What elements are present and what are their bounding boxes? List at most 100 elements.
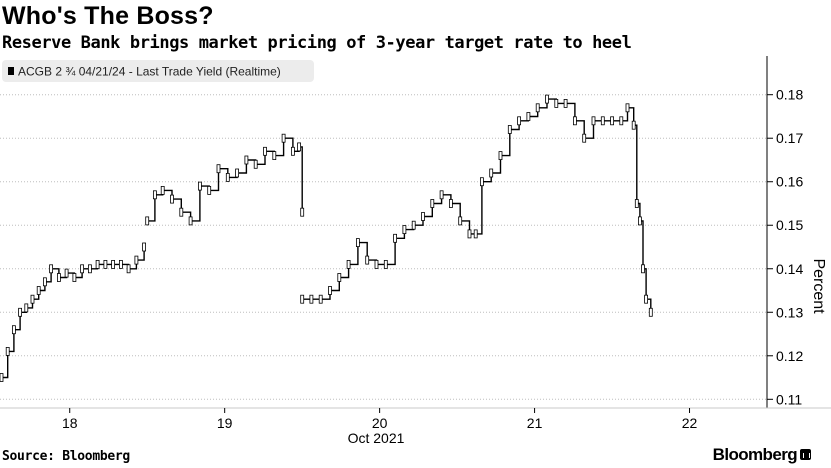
y-tick-label: 0.12 bbox=[776, 348, 803, 364]
data-point bbox=[216, 164, 221, 174]
data-point bbox=[80, 264, 84, 274]
data-point bbox=[235, 168, 240, 178]
data-point bbox=[49, 264, 53, 274]
data-point bbox=[610, 116, 614, 126]
data-point bbox=[30, 294, 35, 304]
y-tick-label: 0.16 bbox=[776, 174, 803, 190]
data-point bbox=[619, 116, 624, 126]
data-point bbox=[95, 259, 100, 269]
data-point bbox=[188, 216, 193, 226]
legend-label: ACGB 2 ¾ 04/21/24 - Last Trade Yield (Re… bbox=[18, 65, 281, 79]
data-point bbox=[526, 112, 531, 121]
data-point bbox=[489, 168, 494, 178]
data-point bbox=[290, 146, 295, 156]
data-point bbox=[253, 159, 258, 169]
series-line bbox=[302, 98, 652, 313]
source-note: Source: Bloomberg bbox=[2, 449, 130, 464]
y-tick-label: 0.14 bbox=[776, 261, 803, 277]
data-point bbox=[638, 216, 642, 226]
x-tick-label: 22 bbox=[682, 415, 698, 431]
data-point bbox=[142, 242, 147, 252]
y-tick-label: 0.17 bbox=[776, 130, 803, 146]
y-axis: 0.11 0.12 0.13 0.14 0.15 0.16 0.17 0.18 bbox=[766, 56, 803, 408]
data-point bbox=[11, 325, 16, 335]
data-point bbox=[600, 116, 605, 126]
x-tick-label: 19 bbox=[217, 415, 233, 431]
data-point bbox=[281, 133, 286, 143]
data-point bbox=[179, 207, 184, 217]
y-tick-label: 0.18 bbox=[776, 87, 803, 103]
data-point bbox=[582, 133, 587, 143]
data-point bbox=[152, 190, 157, 200]
data-point bbox=[545, 94, 549, 104]
data-point bbox=[374, 259, 379, 269]
data-point bbox=[207, 185, 212, 195]
data-point bbox=[24, 303, 29, 313]
x-axis: 18 19 20 21 22 bbox=[0, 407, 831, 431]
data-point bbox=[300, 294, 305, 304]
data-point bbox=[134, 255, 139, 265]
data-point bbox=[365, 255, 370, 265]
data-point bbox=[300, 207, 305, 217]
gridlines bbox=[0, 94, 767, 400]
data-point bbox=[126, 264, 131, 274]
bloomberg-logo: Bloomberg bbox=[712, 445, 798, 464]
data-point bbox=[479, 177, 484, 187]
data-point bbox=[644, 294, 648, 304]
bloomberg-logo-icon bbox=[800, 449, 811, 460]
data-point bbox=[641, 264, 645, 274]
data-point bbox=[648, 307, 653, 317]
data-point bbox=[448, 199, 453, 208]
data-point bbox=[318, 294, 323, 304]
legend-swatch bbox=[8, 67, 14, 75]
data-point bbox=[197, 181, 202, 191]
series-line bbox=[147, 137, 303, 222]
x-tick-label: 18 bbox=[62, 415, 78, 431]
data-point bbox=[507, 125, 512, 134]
data-point bbox=[111, 259, 115, 269]
data-point bbox=[309, 294, 314, 304]
legend-box bbox=[2, 60, 314, 82]
data-point bbox=[263, 146, 267, 156]
data-point bbox=[563, 99, 568, 108]
data-point bbox=[18, 307, 23, 317]
data-point bbox=[57, 273, 61, 282]
data-point bbox=[145, 216, 150, 226]
data-point bbox=[297, 142, 302, 152]
data-point bbox=[421, 212, 425, 221]
data-point bbox=[355, 238, 360, 248]
data-point bbox=[554, 99, 559, 108]
data-point bbox=[473, 229, 478, 239]
data-point bbox=[498, 151, 503, 160]
data-point bbox=[225, 173, 230, 182]
data-point bbox=[411, 220, 416, 230]
data-point bbox=[170, 194, 174, 204]
data-point bbox=[517, 116, 521, 126]
data-point bbox=[631, 120, 636, 130]
x-tick-label: 20 bbox=[372, 415, 388, 431]
data-point bbox=[591, 116, 596, 126]
data-point bbox=[272, 151, 277, 160]
data-point bbox=[625, 103, 630, 113]
data-point bbox=[36, 286, 41, 295]
price-series bbox=[0, 94, 653, 382]
data-point bbox=[402, 225, 407, 235]
data-point bbox=[430, 199, 435, 208]
data-point bbox=[160, 185, 165, 195]
data-point bbox=[467, 229, 472, 239]
data-point bbox=[0, 373, 4, 382]
y-tick-label: 0.15 bbox=[776, 217, 803, 233]
data-point bbox=[43, 277, 47, 287]
data-point bbox=[439, 190, 444, 200]
y-tick-label: 0.11 bbox=[776, 391, 802, 407]
data-point bbox=[64, 268, 69, 278]
x-axis-sublabel: Oct 2021 bbox=[348, 430, 405, 446]
data-point bbox=[393, 233, 398, 243]
data-point bbox=[346, 259, 351, 269]
y-tick-label: 0.13 bbox=[776, 304, 803, 320]
data-point bbox=[634, 199, 639, 208]
data-point bbox=[244, 155, 249, 165]
data-point bbox=[103, 259, 108, 269]
data-point bbox=[119, 259, 123, 269]
chart-subtitle: Reserve Bank brings market pricing of 3-… bbox=[2, 33, 632, 53]
